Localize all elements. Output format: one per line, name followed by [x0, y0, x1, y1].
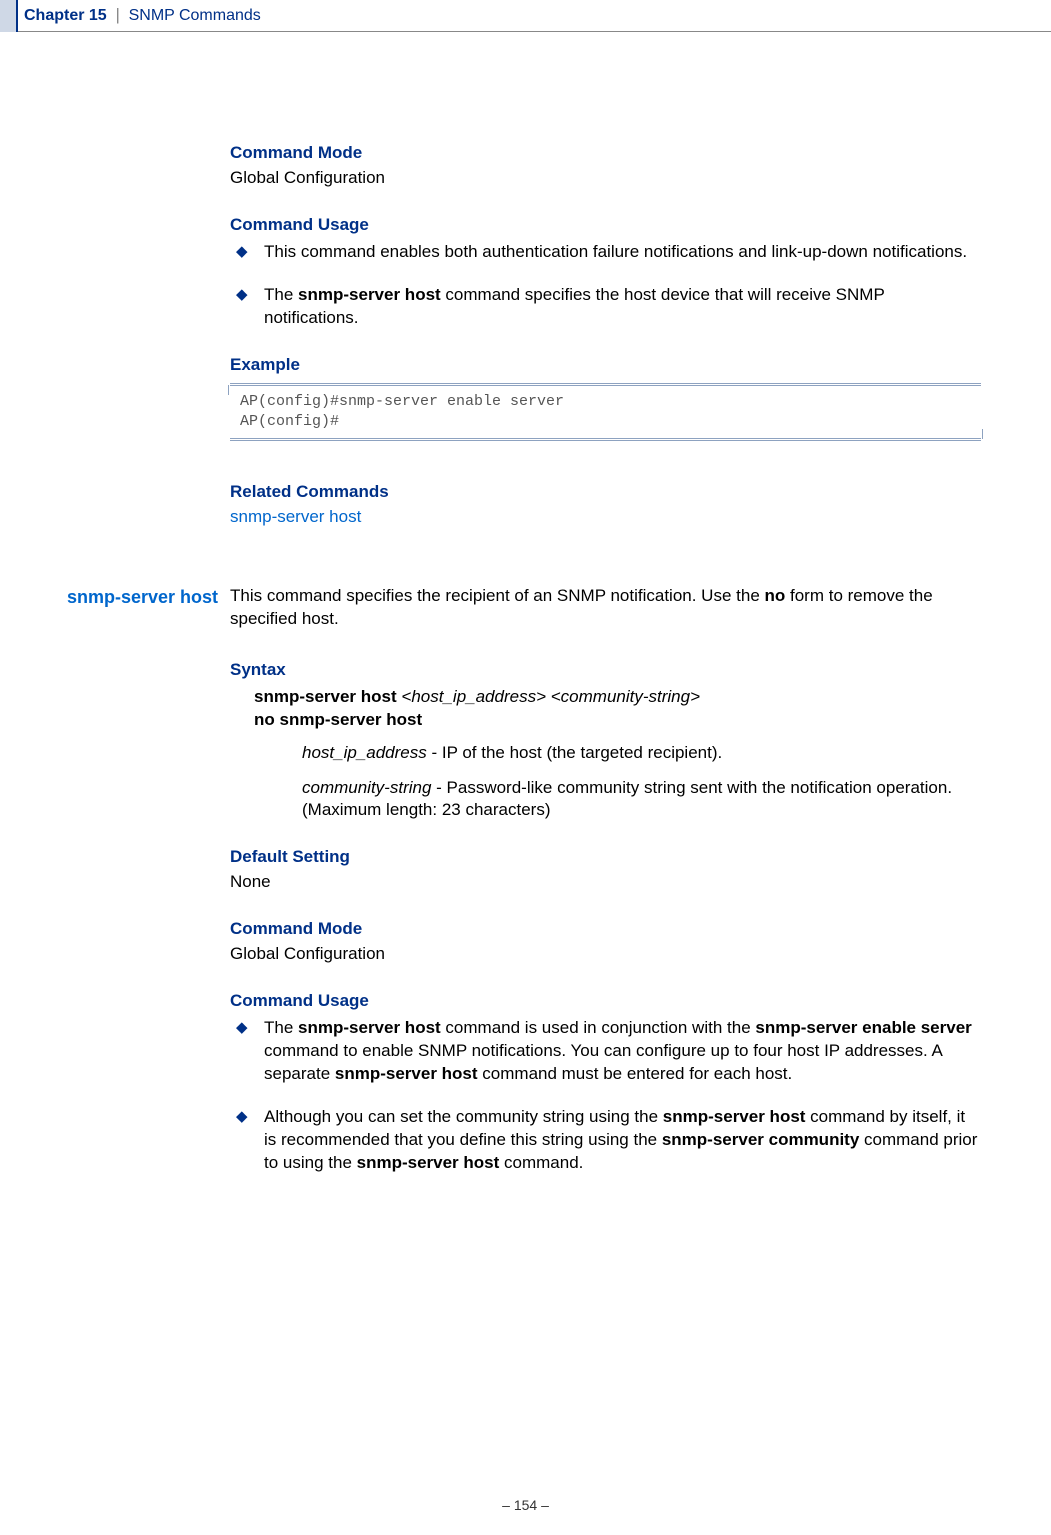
related-link[interactable]: snmp-server host: [230, 506, 981, 529]
example-code: AP(config)#snmp-server enable server AP(…: [230, 383, 981, 442]
syntax-block: snmp-server host <host_ip_address> <comm…: [254, 686, 981, 823]
usage2-list: The snmp-server host command is used in …: [230, 1017, 981, 1175]
syntax-cmd: snmp-server host: [254, 687, 397, 706]
usage-item: Although you can set the community strin…: [230, 1106, 981, 1175]
syntax-arg2: <community-string>: [551, 687, 700, 706]
param-name: community-string: [302, 778, 431, 797]
mode-heading: Command Mode: [230, 918, 981, 941]
t: snmp-server host: [663, 1107, 806, 1126]
side-tab: [0, 0, 18, 32]
usage-text-bold: snmp-server host: [298, 285, 441, 304]
t: command is used in conjunction with the: [441, 1018, 756, 1037]
page-header: Chapter 15 | SNMP Commands: [0, 0, 1051, 32]
example-heading: Example: [230, 354, 981, 377]
t: command.: [499, 1153, 583, 1172]
t: command must be entered for each host.: [478, 1064, 793, 1083]
command-mode-text: Global Configuration: [230, 167, 981, 190]
usage-list: This command enables both authentication…: [230, 241, 981, 330]
t: snmp-server community: [662, 1130, 859, 1149]
syntax-line1: snmp-server host <host_ip_address> <comm…: [254, 686, 981, 709]
t: snmp-server host: [357, 1153, 500, 1172]
param-line: community-string - Password-like communi…: [302, 777, 981, 823]
page-footer: – 154 –: [0, 1496, 1051, 1515]
command-entry: snmp-server host This command specifies …: [230, 585, 981, 1195]
param-desc: - IP of the host (the targeted recipient…: [427, 743, 722, 762]
related-heading: Related Commands: [230, 481, 981, 504]
mode-text: Global Configuration: [230, 943, 981, 966]
usage-item: The snmp-server host command is used in …: [230, 1017, 981, 1086]
syntax-heading: Syntax: [230, 659, 981, 682]
param-name: host_ip_address: [302, 743, 427, 762]
separator: |: [111, 5, 123, 24]
content-area: Command Mode Global Configuration Comman…: [0, 38, 1051, 1235]
default-heading: Default Setting: [230, 846, 981, 869]
command-mode-heading: Command Mode: [230, 142, 981, 165]
intro-pre: This command specifies the recipient of …: [230, 586, 765, 605]
chapter-subtitle: SNMP Commands: [129, 7, 261, 24]
usage-item: This command enables both authentication…: [230, 241, 981, 264]
param-line: host_ip_address - IP of the host (the ta…: [302, 742, 981, 765]
command-name: snmp-server host: [30, 585, 230, 609]
t: snmp-server enable server: [755, 1018, 971, 1037]
chapter-label: Chapter 15: [24, 7, 107, 24]
usage-item: The snmp-server host command specifies t…: [230, 284, 981, 330]
syntax-arg1: <host_ip_address>: [401, 687, 546, 706]
param-block: host_ip_address - IP of the host (the ta…: [302, 742, 981, 823]
usage2-heading: Command Usage: [230, 990, 981, 1013]
command-body: This command specifies the recipient of …: [230, 585, 981, 1195]
page: Chapter 15 | SNMP Commands Command Mode …: [0, 0, 1051, 1535]
t: snmp-server host: [335, 1064, 478, 1083]
usage-text: This command enables both authentication…: [264, 242, 967, 261]
default-text: None: [230, 871, 981, 894]
command-usage-heading: Command Usage: [230, 214, 981, 237]
t: Although you can set the community strin…: [264, 1107, 663, 1126]
t: The: [264, 1018, 298, 1037]
usage-text-pre: The: [264, 285, 298, 304]
syntax-line2: no snmp-server host: [254, 709, 981, 732]
t: snmp-server host: [298, 1018, 441, 1037]
intro-bold: no: [765, 586, 786, 605]
